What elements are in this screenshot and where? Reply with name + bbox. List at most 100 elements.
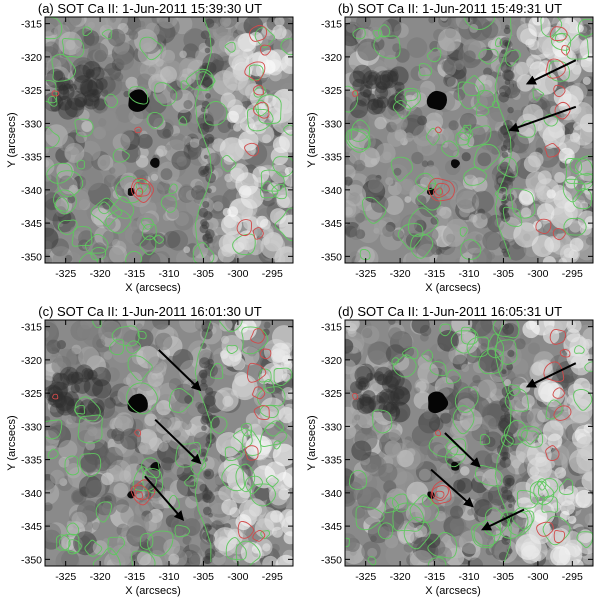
contour-negative [427, 531, 458, 559]
flow-arrow [525, 59, 577, 85]
x-tick-label: -305 [493, 268, 514, 280]
contour-negative [459, 226, 468, 237]
contour-negative [345, 537, 350, 548]
contour-negative [445, 438, 467, 456]
contour-negative [45, 126, 60, 149]
contour-negative [409, 494, 440, 523]
contour-negative [90, 247, 106, 261]
contour-negative [521, 430, 540, 445]
x-tick-label: -325 [355, 571, 376, 583]
contour-positive [552, 387, 565, 399]
contour-negative [427, 47, 442, 63]
contour-negative [259, 405, 279, 419]
x-tick-label: -320 [90, 571, 111, 583]
contour-negative [168, 388, 194, 413]
y-tick-label: -340 [321, 488, 342, 500]
contour-negative [492, 320, 520, 339]
contour-negative [467, 125, 492, 148]
contour-negative [372, 409, 393, 434]
contour-negative [345, 129, 370, 153]
y-tick-label: -320 [21, 355, 42, 367]
contour-negative [577, 18, 593, 37]
contour-positive [249, 24, 268, 42]
x-tick-label: -310 [158, 268, 179, 280]
contour-negative [78, 252, 98, 263]
contour-negative [105, 209, 132, 234]
contour-negative [478, 48, 499, 65]
contour-positive [352, 90, 359, 97]
contour-negative [444, 446, 466, 468]
contour-negative [126, 340, 142, 354]
contour-positive [535, 218, 552, 235]
contour-negative [501, 434, 514, 447]
contour-negative [355, 505, 385, 531]
x-tick-label: -300 [227, 571, 248, 583]
contour-negative [55, 534, 71, 551]
contour-positive [252, 227, 264, 240]
contour-negative [476, 104, 490, 117]
contour-negative [392, 354, 417, 378]
contour-positive [133, 181, 151, 198]
contour-negative [349, 469, 368, 490]
y-tick-label: -345 [21, 521, 42, 533]
contour-negative [85, 233, 109, 254]
contour-negative [350, 119, 371, 142]
x-tick-label: -325 [55, 571, 76, 583]
contour-negative [503, 419, 528, 445]
y-tick-label: -345 [21, 218, 42, 230]
contour-negative [196, 71, 216, 91]
contour-negative [494, 17, 512, 260]
contour-negative [111, 325, 140, 347]
contour-positive [51, 90, 60, 97]
contour-negative [565, 158, 593, 185]
contour-negative [463, 124, 472, 133]
contour-negative [441, 140, 459, 158]
contour-negative [192, 242, 215, 263]
contour-negative [352, 28, 366, 40]
panel-b: (b) SOT Ca II: 1-Jun-2011 15:49:31 UT -3… [300, 0, 600, 300]
contour-negative [137, 330, 147, 340]
contour-positive [135, 490, 144, 500]
contour-negative [175, 441, 201, 468]
chromosphere-image [345, 17, 593, 263]
contour-positive [430, 480, 452, 505]
contour-negative [126, 382, 158, 415]
contour-negative [403, 516, 431, 550]
contour-negative [460, 239, 482, 260]
sot-image-plot: -325 -320 -315 -310 -305 -300 -295 -315 -320 -325… [321, 16, 594, 280]
contour-negative [410, 233, 434, 259]
contour-negative [428, 435, 459, 458]
x-tick-label: -315 [124, 268, 145, 280]
contour-positive [244, 445, 259, 461]
contour-negative [392, 100, 412, 120]
contour-negative [82, 26, 93, 37]
sot-image-plot: -325 -320 -315 -310 -305 -300 -295 -315 -320 -325… [321, 319, 594, 583]
contour-negative [273, 440, 281, 450]
contour-negative [131, 550, 156, 566]
contour-negative [235, 540, 261, 566]
contour-positive [427, 177, 455, 202]
contour-negative [373, 29, 383, 40]
y-tick-label: -330 [21, 421, 42, 433]
contour-positive [561, 45, 571, 56]
contour-negative [128, 86, 149, 105]
y-axis-label: Y (arcsecs) [306, 112, 318, 168]
contour-negative [361, 197, 387, 224]
contour-negative [194, 320, 212, 563]
contour-negative [452, 405, 475, 435]
contour-negative [554, 32, 567, 43]
contour-negative [221, 464, 245, 492]
contour-negative [45, 17, 63, 40]
contour-negative [194, 17, 212, 260]
contour-positive [130, 177, 154, 203]
contour-positive [253, 101, 270, 119]
contour-negative [257, 94, 282, 125]
contour-positive [433, 182, 450, 199]
y-axis-label: Y (arcsecs) [6, 415, 18, 471]
contour-negative [562, 178, 586, 203]
contour-positive [135, 187, 144, 197]
contour-negative [446, 369, 461, 384]
contour-negative [146, 112, 164, 130]
y-tick-label: -335 [321, 455, 342, 467]
contour-negative [74, 404, 86, 415]
